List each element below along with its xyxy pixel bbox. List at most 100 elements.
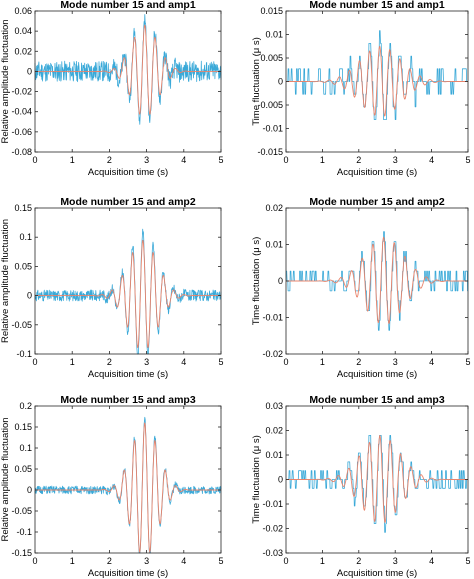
y-tick-label: 0.02 <box>265 203 283 213</box>
x-tick-label: 5 <box>218 155 223 165</box>
chart-title: Mode number 15 and amp1 <box>309 0 445 11</box>
x-tick-label: 2 <box>107 155 112 165</box>
x-tick-label: 4 <box>181 155 186 165</box>
x-tick-label: 2 <box>356 556 361 566</box>
x-tick-label: 5 <box>465 357 470 367</box>
series-line-model <box>285 45 469 117</box>
x-tick-label: 5 <box>218 556 223 566</box>
x-tick-label: 5 <box>465 155 470 165</box>
series-line-measured <box>34 228 222 355</box>
x-tick-label: 2 <box>356 155 361 165</box>
y-tick-label: 0 <box>27 485 32 495</box>
y-tick-label: 0.03 <box>265 401 283 411</box>
x-tick-label: 2 <box>107 357 112 367</box>
y-tick-label: 0.01 <box>265 450 283 460</box>
y-axis-label: Time fluctuation (μ s) <box>251 237 262 326</box>
x-tick-label: 0 <box>32 556 37 566</box>
x-tick-label: 2 <box>356 357 361 367</box>
x-tick-label: 2 <box>107 556 112 566</box>
y-tick-label: 0 <box>278 77 283 87</box>
y-tick-label: -0.02 <box>11 87 32 97</box>
chart-title: Mode number 15 and amp2 <box>309 196 445 208</box>
y-axis-label: Relative amplitude fluctuation <box>0 19 11 143</box>
y-tick-label: 0.05 <box>14 261 32 271</box>
x-axis-label: Acquisition time (s) <box>88 369 168 380</box>
y-tick-label: 0.015 <box>260 6 283 16</box>
x-tick-label: 4 <box>429 357 434 367</box>
chart-title: Mode number 15 and amp1 <box>60 0 196 11</box>
y-tick-label: 0.01 <box>265 240 283 250</box>
x-tick-label: 1 <box>70 155 75 165</box>
y-axis-label: Time fluctuation (μ s) <box>251 37 262 126</box>
series-line-measured <box>34 416 222 554</box>
x-tick-label: 3 <box>144 556 149 566</box>
x-tick-label: 1 <box>320 155 325 165</box>
series-line-measured <box>285 231 469 331</box>
series-line-measured <box>285 30 469 120</box>
y-tick-label: 0.005 <box>260 53 283 63</box>
y-tick-label: -0.06 <box>11 127 32 137</box>
series-line-measured <box>34 14 222 125</box>
x-tick-label: 3 <box>393 556 398 566</box>
x-axis-label: Acquisition time (s) <box>88 167 168 178</box>
x-tick-label: 4 <box>181 556 186 566</box>
y-tick-label: 0.02 <box>265 426 283 436</box>
y-tick-label: 0 <box>27 291 32 301</box>
x-tick-label: 0 <box>283 556 288 566</box>
chart-panel-4: Mode number 15 and amp2 Time fluctuation … <box>251 196 471 380</box>
y-tick-label: -0.08 <box>11 147 32 157</box>
series-line-model <box>34 24 222 115</box>
series-line-model <box>285 236 469 324</box>
y-tick-label: 0.1 <box>19 443 32 453</box>
x-tick-label: 1 <box>70 357 75 367</box>
y-tick-label: -0.02 <box>262 524 283 534</box>
x-tick-label: 0 <box>32 155 37 165</box>
y-tick-label: -0.1 <box>16 349 32 359</box>
x-tick-label: 0 <box>32 357 37 367</box>
y-tick-label: -0.01 <box>262 499 283 509</box>
y-tick-label: -0.05 <box>11 506 32 516</box>
x-tick-label: 1 <box>320 357 325 367</box>
y-tick-label: 0.02 <box>14 46 32 56</box>
x-tick-label: 3 <box>144 155 149 165</box>
x-axis-label: Acquisition time (s) <box>337 568 417 579</box>
plot-frame <box>34 207 222 355</box>
y-tick-label: -0.01 <box>262 313 283 323</box>
x-tick-label: 3 <box>393 155 398 165</box>
y-tick-label: -0.015 <box>257 147 283 157</box>
y-tick-label: -0.15 <box>11 548 32 558</box>
x-tick-label: 5 <box>218 357 223 367</box>
chart-title: Mode number 15 and amp3 <box>309 394 445 406</box>
y-tick-label: 0 <box>278 276 283 286</box>
series-line-model <box>285 434 469 523</box>
x-tick-label: 4 <box>429 556 434 566</box>
y-tick-label: 0.1 <box>19 232 32 242</box>
y-tick-label: 0.01 <box>265 30 283 40</box>
y-tick-label: -0.03 <box>262 548 283 558</box>
x-tick-label: 1 <box>70 556 75 566</box>
x-tick-label: 3 <box>144 357 149 367</box>
chart-panel-3: Mode number 15 and amp2 Relative amplitud… <box>0 196 224 380</box>
series-line-measured <box>285 434 469 533</box>
x-tick-label: 1 <box>320 556 325 566</box>
x-tick-label: 0 <box>283 155 288 165</box>
y-axis-label: Relative amplitude fluctuation <box>0 219 11 343</box>
x-tick-label: 0 <box>283 357 288 367</box>
y-tick-label: -0.1 <box>16 527 32 537</box>
plot-frame <box>34 405 222 554</box>
y-tick-label: 0.06 <box>14 6 32 16</box>
y-tick-label: 0 <box>278 475 283 485</box>
chart-title: Mode number 15 and amp3 <box>60 394 196 406</box>
series-line-model <box>34 239 222 349</box>
y-tick-label: 0 <box>27 66 32 76</box>
y-tick-label: 0.04 <box>14 26 32 36</box>
y-tick-label: -0.05 <box>11 320 32 330</box>
chart-panel-2: Mode number 15 and amp1 Time fluctuation … <box>251 0 471 178</box>
x-axis-label: Acquisition time (s) <box>337 167 417 178</box>
plot-frame <box>34 10 222 153</box>
x-tick-label: 5 <box>465 556 470 566</box>
y-tick-label: 0.05 <box>14 464 32 474</box>
y-axis-label: Time fluctuation (μ s) <box>251 435 262 524</box>
y-tick-label: -0.04 <box>11 107 32 117</box>
